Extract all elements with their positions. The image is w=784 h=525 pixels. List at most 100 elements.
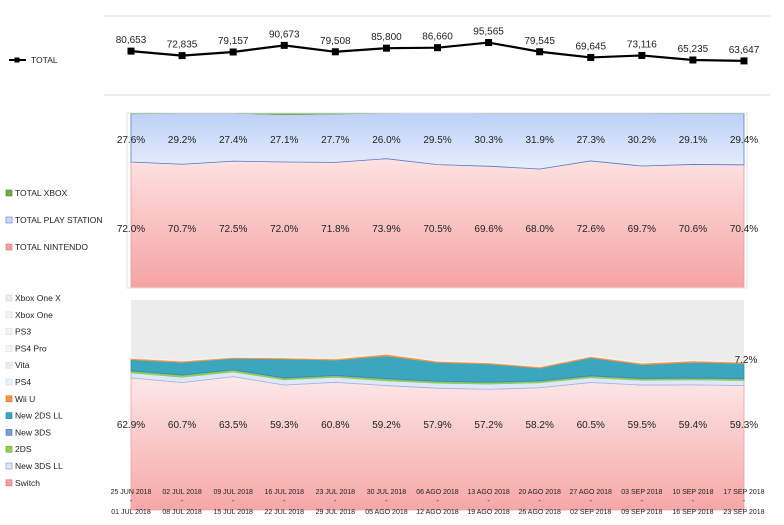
x-tick-label: 19 AGO 2018 [467, 509, 510, 516]
legend-item-label: PS4 [15, 377, 31, 387]
total-data-label: 72,835 [167, 40, 198, 51]
x-tick-label: 10 SEP 2018 [672, 489, 713, 496]
x-tick-label: 06 AGO 2018 [416, 489, 459, 496]
nintendo-data-label: 72.5% [219, 224, 247, 235]
switch-data-label: 59.3% [270, 420, 298, 431]
total-data-label: 79,508 [320, 36, 351, 47]
total-data-label: 85,800 [371, 32, 402, 43]
nintendo-data-label: 72.6% [577, 224, 605, 235]
square-swatch-icon [5, 345, 13, 352]
x-tick-label: 16 SEP 2018 [672, 509, 713, 516]
total-data-label: 90,673 [269, 29, 300, 40]
legend-total-label: TOTAL [31, 55, 58, 65]
x-tick-label: 25 JUN 2018 [111, 489, 152, 496]
legend-item-label: PS4 Pro [15, 343, 47, 353]
legend-item-label: Xbox One X [15, 293, 61, 303]
x-tick-dash: - [283, 498, 286, 505]
x-tick-dash: - [487, 498, 490, 505]
x-tick-dash: - [692, 498, 695, 505]
x-tick-label: 01 JUL 2018 [111, 509, 151, 516]
x-tick-label: 16 JUL 2018 [265, 489, 305, 496]
total-data-label: 80,653 [116, 35, 147, 46]
total-point [331, 48, 339, 56]
legend-item-label: New 3DS [15, 427, 51, 437]
square-swatch-icon [5, 294, 13, 302]
legend-item-label: New 2DS LL [15, 411, 63, 421]
total-point [485, 39, 493, 47]
vita-area [131, 354, 744, 367]
platform-share-panel: 72.0% 70.7% 72.5% 72.0% 71.8% 73.9% 70.5% 69.6%… [117, 112, 758, 289]
ps4-pro-area [131, 353, 744, 367]
legend-item-label: Wii U [15, 394, 35, 404]
square-swatch-icon [5, 429, 13, 436]
x-tick-label: 30 JUL 2018 [367, 489, 407, 496]
total-data-label: 69,645 [575, 41, 606, 52]
square-swatch-icon [5, 216, 13, 224]
playstation-data-label: 27.4% [219, 135, 247, 146]
switch-data-label: 59.2% [372, 420, 400, 431]
x-tick-dash: - [385, 498, 388, 505]
total-point [536, 48, 544, 56]
nintendo-data-label: 68.0% [525, 224, 553, 235]
playstation-data-label: 27.1% [270, 135, 298, 146]
total-point [740, 57, 748, 65]
total-point [229, 48, 237, 56]
xbox-one-area [131, 353, 744, 367]
nintendo-data-label: 69.7% [628, 224, 656, 235]
switch-data-label: 60.8% [321, 420, 349, 431]
total-data-label: 95,565 [473, 27, 504, 38]
x-tick-label: 09 JUL 2018 [213, 489, 253, 496]
square-swatch-icon [5, 311, 13, 319]
total-data-label: 79,157 [218, 36, 249, 47]
total-point [587, 53, 595, 61]
square-swatch-icon [5, 479, 13, 487]
x-tick-dash: - [232, 498, 235, 505]
plot-border [126, 112, 748, 289]
total-line-panel: 80,653 72,835 79,157 90,673 79,508 85,800 86,6… [104, 15, 770, 96]
x-tick-label: 03 SEP 2018 [621, 489, 662, 496]
square-swatch-icon [5, 189, 13, 197]
square-swatch-icon [5, 361, 13, 369]
playstation-data-label: 29.4% [730, 135, 758, 146]
x-tick-dash: - [181, 498, 184, 505]
total-data-label: 65,235 [678, 44, 709, 55]
playstation-data-label: 27.6% [117, 135, 145, 146]
playstation-data-label: 31.9% [525, 135, 553, 146]
total-point [178, 52, 186, 60]
square-swatch-icon [5, 462, 13, 470]
x-tick-label: 05 AGO 2018 [365, 509, 408, 516]
playstation-data-label: 29.5% [423, 135, 451, 146]
nintendo-data-label: 72.0% [270, 224, 298, 235]
total-point [382, 44, 390, 52]
switch-data-label: 59.4% [679, 420, 707, 431]
line-marker-icon [14, 57, 20, 63]
total-data-label: 63,647 [729, 45, 760, 56]
playstation-data-label: 29.2% [168, 135, 196, 146]
x-tick-label: 23 JUL 2018 [316, 489, 356, 496]
square-swatch-icon [5, 328, 13, 335]
nintendo-data-label: 73.9% [372, 224, 400, 235]
xbox-one-x-area [131, 300, 744, 366]
playstation-data-label: 26.0% [372, 135, 400, 146]
switch-data-label: 58.2% [525, 420, 553, 431]
nintendo-data-label: 70.7% [168, 224, 196, 235]
ps3-area [131, 353, 744, 367]
nintendo-data-label: 72.0% [117, 224, 145, 235]
switch-data-label: 60.7% [168, 420, 196, 431]
nintendo-data-label: 70.5% [423, 224, 451, 235]
playstation-data-label: 27.3% [577, 135, 605, 146]
total-point [127, 47, 135, 55]
x-tick-label: 26 AGO 2018 [518, 509, 561, 516]
switch-data-label: 62.9% [117, 420, 145, 431]
nintendo-data-label: 70.6% [679, 224, 707, 235]
legend-item-label: Switch [15, 478, 40, 488]
square-swatch-icon [5, 243, 13, 251]
x-tick-dash: - [436, 498, 439, 505]
x-tick-label: 15 JUL 2018 [213, 509, 253, 516]
x-tick-label: 09 SEP 2018 [621, 509, 662, 516]
x-tick-label: 12 AGO 2018 [416, 509, 459, 516]
square-swatch-icon [5, 445, 13, 453]
x-tick-label: 20 AGO 2018 [518, 489, 561, 496]
square-swatch-icon [5, 378, 13, 386]
x-tick-label: 29 JUL 2018 [316, 509, 356, 516]
